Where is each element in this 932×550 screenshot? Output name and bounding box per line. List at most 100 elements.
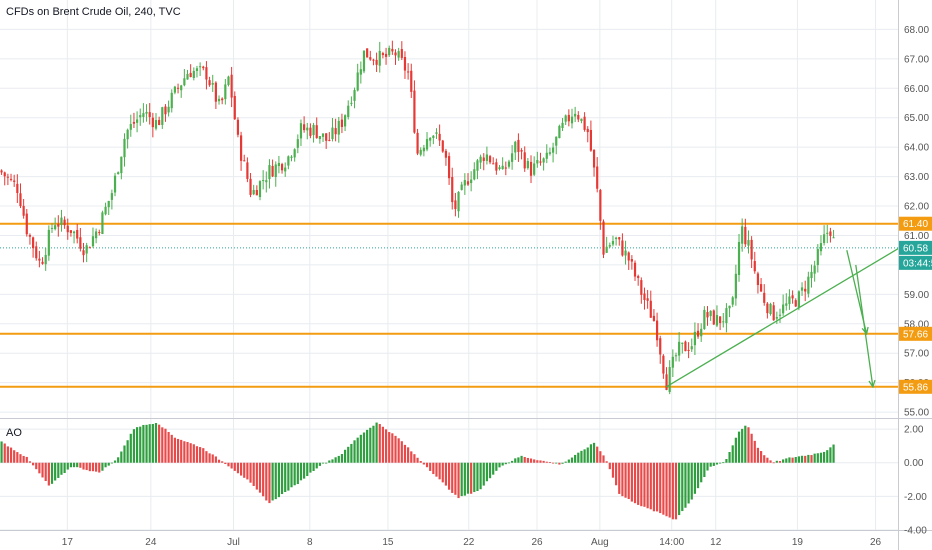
- ao-bar: [362, 432, 366, 463]
- candle-body: [91, 236, 95, 247]
- candle-body: [511, 153, 514, 162]
- candle-body: [183, 78, 186, 86]
- ao-bar: [715, 462, 719, 465]
- candle-body: [514, 141, 517, 153]
- ao-bar: [536, 460, 539, 463]
- candle-body: [167, 106, 170, 113]
- candle-body: [287, 156, 290, 166]
- candle-body: [715, 315, 719, 326]
- ao-bar: [309, 462, 312, 473]
- ao-bar: [463, 462, 466, 496]
- ao-bar: [794, 457, 797, 463]
- candle-body: [113, 175, 117, 193]
- ao-bar: [290, 462, 293, 488]
- candle-body: [44, 254, 47, 265]
- ao-bar: [529, 458, 533, 463]
- candle-body: [816, 249, 819, 266]
- ao-bar: [183, 441, 186, 463]
- ao-bar: [378, 424, 381, 463]
- candle-body: [813, 265, 816, 274]
- ao-bar: [627, 462, 630, 500]
- candle-body: [596, 166, 599, 189]
- ao-bar: [533, 459, 536, 463]
- ao-bar: [280, 462, 284, 495]
- candle-body: [208, 80, 211, 86]
- time-tick-label: 8: [307, 537, 313, 548]
- ao-bar: [655, 462, 659, 512]
- ao-bar: [236, 462, 240, 474]
- ao-bar: [98, 462, 101, 473]
- ao-bar: [85, 462, 88, 471]
- ao-bar: [400, 441, 403, 463]
- candle-body: [785, 303, 788, 306]
- ao-axis[interactable]: -4.00 -2.00 0.00 2.00: [904, 425, 927, 537]
- time-axis[interactable]: 17 24 Jul 8 15 22 26 Aug 14:00 12 19 26: [62, 537, 882, 548]
- ao-tick-label: 2.00: [904, 425, 924, 436]
- ao-bar: [589, 444, 593, 463]
- candle-body: [255, 189, 258, 196]
- price-tick-label: 57.00: [904, 349, 929, 360]
- ao-bar: [832, 444, 835, 463]
- candle-body: [696, 330, 700, 337]
- projection-arrow-shaft[interactable]: [855, 264, 874, 387]
- candle-body: [646, 298, 649, 301]
- ao-bar: [142, 424, 145, 463]
- candle-body: [139, 115, 142, 118]
- candle-body: [321, 133, 325, 137]
- ao-bar: [353, 440, 356, 463]
- ascending-trendline[interactable]: [665, 248, 899, 388]
- candle-body: [350, 102, 353, 104]
- candle-body: [703, 309, 706, 329]
- candle-body: [466, 181, 470, 185]
- candle-body: [407, 71, 410, 73]
- candle-body: [9, 178, 13, 180]
- ao-bar: [265, 462, 268, 501]
- candle-body: [233, 95, 236, 120]
- candle-body: [485, 154, 489, 161]
- ao-bar: [643, 462, 646, 507]
- ao-bar: [384, 429, 388, 463]
- candle-body: [246, 162, 249, 179]
- ao-bar: [148, 424, 151, 463]
- candle-body: [709, 310, 712, 317]
- ao-bar: [164, 428, 167, 463]
- candle-body: [82, 250, 85, 256]
- candle-body: [400, 48, 403, 58]
- candle-body: [429, 137, 432, 141]
- ao-bar: [756, 447, 760, 463]
- price-badges: 61.40 57.66 55.86 60.58 03:44:59: [899, 216, 932, 394]
- candle-body: [615, 237, 618, 240]
- level-price-badge: 61.40: [903, 219, 928, 230]
- ao-bar: [545, 461, 548, 463]
- candle-body: [98, 232, 101, 234]
- candle-body: [567, 114, 570, 122]
- candle-body: [775, 317, 778, 319]
- candle-body: [652, 315, 656, 321]
- candle-body: [523, 152, 526, 169]
- ao-bar: [804, 455, 807, 463]
- ao-bar: [205, 451, 208, 463]
- ao-bar: [775, 460, 778, 463]
- ao-bar: [564, 461, 567, 463]
- candle-body: [375, 59, 378, 65]
- candle-body: [756, 273, 760, 286]
- candle-body: [766, 303, 769, 314]
- ao-bar: [180, 439, 183, 463]
- candle-body: [151, 117, 154, 128]
- ao-bar: [350, 443, 353, 463]
- ao-bar: [766, 457, 769, 463]
- ao-tick-label: -4.00: [904, 526, 927, 537]
- ao-bar: [778, 461, 782, 463]
- candle-body: [769, 303, 772, 315]
- candle-body: [819, 243, 823, 252]
- candle-body: [753, 261, 756, 272]
- ao-bar: [479, 462, 482, 490]
- candle-body: [403, 57, 407, 71]
- ao-bar: [731, 445, 734, 463]
- ao-bar: [252, 462, 255, 486]
- candle-body: [463, 180, 466, 186]
- candle-body: [533, 163, 536, 175]
- candle-body: [621, 240, 624, 256]
- ao-bar: [747, 427, 750, 463]
